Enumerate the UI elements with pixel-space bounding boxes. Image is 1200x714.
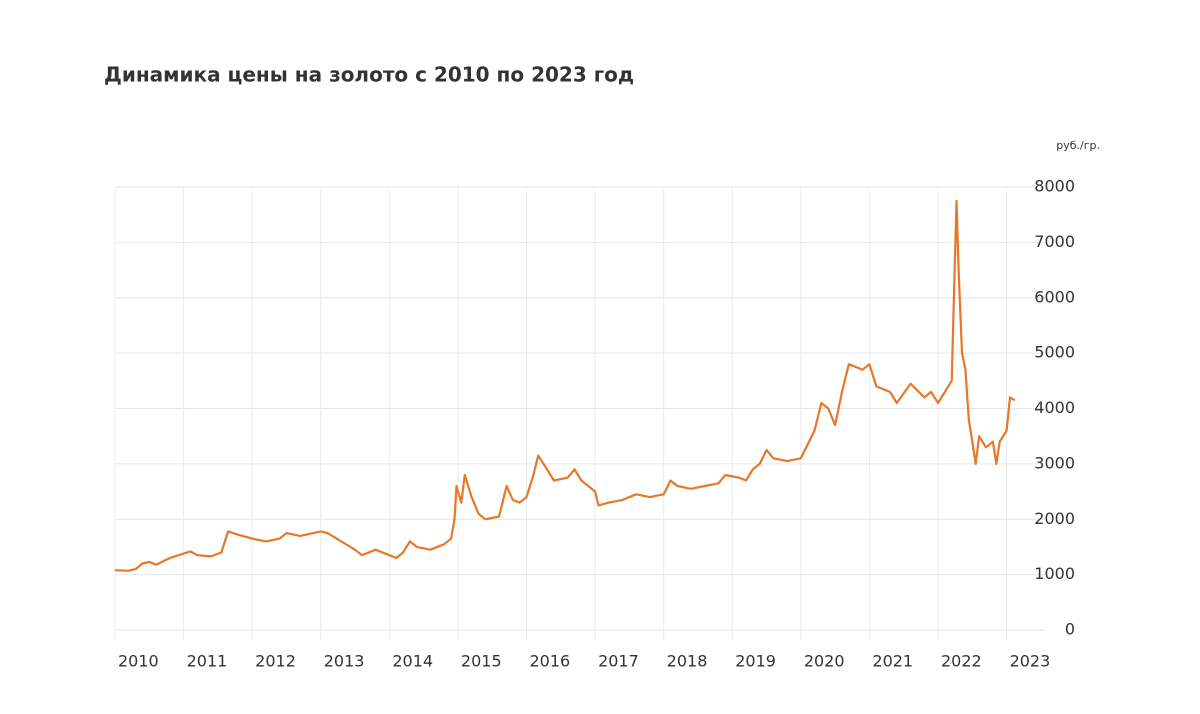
- x-tick-label: 2017: [598, 652, 639, 671]
- x-tick-label: 2010: [118, 652, 159, 671]
- x-tick-label: 2022: [941, 652, 982, 671]
- y-tick-label: 0: [1065, 620, 1075, 639]
- y-tick-label: 3000: [1034, 453, 1075, 472]
- price-line: [114, 199, 1016, 572]
- x-tick-label: 2021: [872, 652, 913, 671]
- y-tick-label: 8000: [1034, 177, 1075, 196]
- x-tick-label: 2016: [529, 652, 570, 671]
- y-tick-label: 7000: [1034, 232, 1075, 251]
- x-tick-label: 2015: [461, 652, 502, 671]
- x-tick-label: 2019: [735, 652, 776, 671]
- y-tick-label: 1000: [1034, 564, 1075, 583]
- x-tick-label: 2020: [804, 652, 845, 671]
- y-tick-label: 6000: [1034, 287, 1075, 306]
- x-tick-label: 2023: [1010, 652, 1051, 671]
- y-tick-label: 4000: [1034, 398, 1075, 417]
- y-tick-label: 5000: [1034, 343, 1075, 362]
- y-axis-unit: руб./гр.: [1056, 139, 1100, 152]
- x-tick-label: 2012: [255, 652, 296, 671]
- x-tick-label: 2018: [667, 652, 708, 671]
- x-tick-label: 2011: [187, 652, 228, 671]
- x-tick-label: 2013: [324, 652, 365, 671]
- x-tick-label: 2014: [392, 652, 433, 671]
- y-tick-label: 2000: [1034, 509, 1075, 528]
- chart-title: Динамика цены на золото с 2010 по 2023 г…: [104, 63, 634, 87]
